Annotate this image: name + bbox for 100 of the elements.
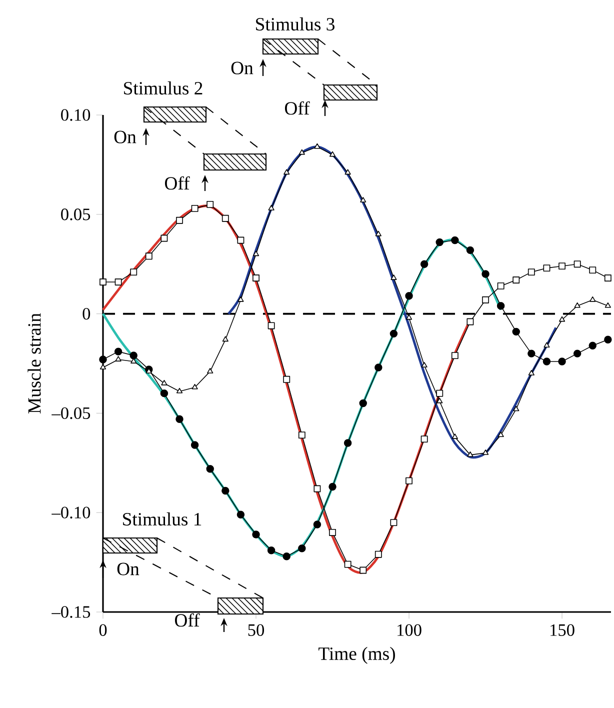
point xyxy=(114,348,122,356)
point xyxy=(99,356,107,364)
point xyxy=(222,486,230,495)
point xyxy=(512,276,520,284)
y-tick-label: 0.05 xyxy=(61,208,90,220)
point xyxy=(344,439,352,447)
point xyxy=(542,358,551,366)
point xyxy=(314,143,320,149)
point xyxy=(236,510,245,518)
point xyxy=(222,336,228,342)
point xyxy=(238,296,244,302)
point xyxy=(360,566,367,574)
point xyxy=(604,302,611,308)
point xyxy=(512,328,520,336)
point xyxy=(206,200,214,208)
point xyxy=(558,316,566,322)
point xyxy=(314,485,321,492)
point xyxy=(498,432,504,437)
y-tick-label: 0.10 xyxy=(61,109,90,121)
point xyxy=(176,216,183,224)
text: Off xyxy=(174,613,200,627)
point xyxy=(190,441,199,449)
point xyxy=(115,356,122,362)
point xyxy=(590,296,596,302)
point xyxy=(466,246,474,254)
point xyxy=(436,238,444,246)
point xyxy=(283,376,290,383)
point xyxy=(329,529,336,536)
point xyxy=(252,530,260,538)
point xyxy=(574,302,580,308)
x-tick-label: 150 xyxy=(550,624,574,636)
point xyxy=(588,342,596,350)
point xyxy=(482,270,490,278)
point xyxy=(160,389,168,398)
y-tick-label: –0.15 xyxy=(52,606,90,618)
point xyxy=(467,451,474,457)
point xyxy=(298,544,306,552)
point xyxy=(390,274,397,280)
point xyxy=(374,550,382,558)
point xyxy=(298,149,305,155)
point xyxy=(497,282,504,290)
point xyxy=(145,252,152,260)
y-axis-title: Muscle strain xyxy=(28,313,41,414)
y-tick-label: 0 xyxy=(82,308,90,320)
point xyxy=(558,358,566,366)
point xyxy=(451,352,458,360)
point xyxy=(604,336,612,344)
point xyxy=(528,370,534,376)
point xyxy=(191,204,198,212)
x-tick-label: 100 xyxy=(398,624,422,636)
x-tick-label: 0 xyxy=(99,624,107,636)
point xyxy=(436,398,443,404)
point xyxy=(374,364,382,372)
point xyxy=(237,236,244,244)
point xyxy=(421,362,428,368)
point xyxy=(544,342,550,348)
point xyxy=(360,197,366,202)
point xyxy=(284,169,290,175)
point xyxy=(268,322,275,330)
point xyxy=(100,278,106,286)
point xyxy=(282,552,290,560)
point xyxy=(160,234,168,242)
point xyxy=(420,260,428,268)
point xyxy=(344,169,351,175)
point xyxy=(161,380,168,386)
point xyxy=(574,260,581,268)
point xyxy=(496,302,505,310)
point xyxy=(390,519,398,526)
point xyxy=(482,449,489,455)
point xyxy=(528,268,535,276)
text: On xyxy=(231,62,254,74)
point xyxy=(176,388,183,394)
point xyxy=(267,546,276,554)
point xyxy=(207,368,214,374)
point xyxy=(420,436,428,443)
y-tick-label: –0.05 xyxy=(52,407,90,420)
point xyxy=(528,350,536,358)
point xyxy=(543,264,550,272)
point xyxy=(482,296,489,304)
point xyxy=(298,432,306,439)
point xyxy=(130,352,138,360)
point xyxy=(114,278,122,286)
point xyxy=(604,274,612,282)
point xyxy=(375,230,382,236)
point xyxy=(405,292,413,300)
point xyxy=(252,274,260,282)
point xyxy=(451,236,459,244)
text: Stimulus 2 xyxy=(124,81,202,95)
point xyxy=(406,477,412,484)
annotation: On xyxy=(114,130,136,144)
point xyxy=(390,330,398,338)
text: Off xyxy=(284,101,310,115)
point xyxy=(222,214,229,222)
point xyxy=(513,406,520,412)
annotation: Stimulus 1 xyxy=(123,512,202,526)
point xyxy=(192,384,198,390)
point xyxy=(313,520,322,528)
annotation: Off xyxy=(164,176,190,190)
x-tick-label: 50 xyxy=(248,624,264,636)
point xyxy=(176,415,184,424)
